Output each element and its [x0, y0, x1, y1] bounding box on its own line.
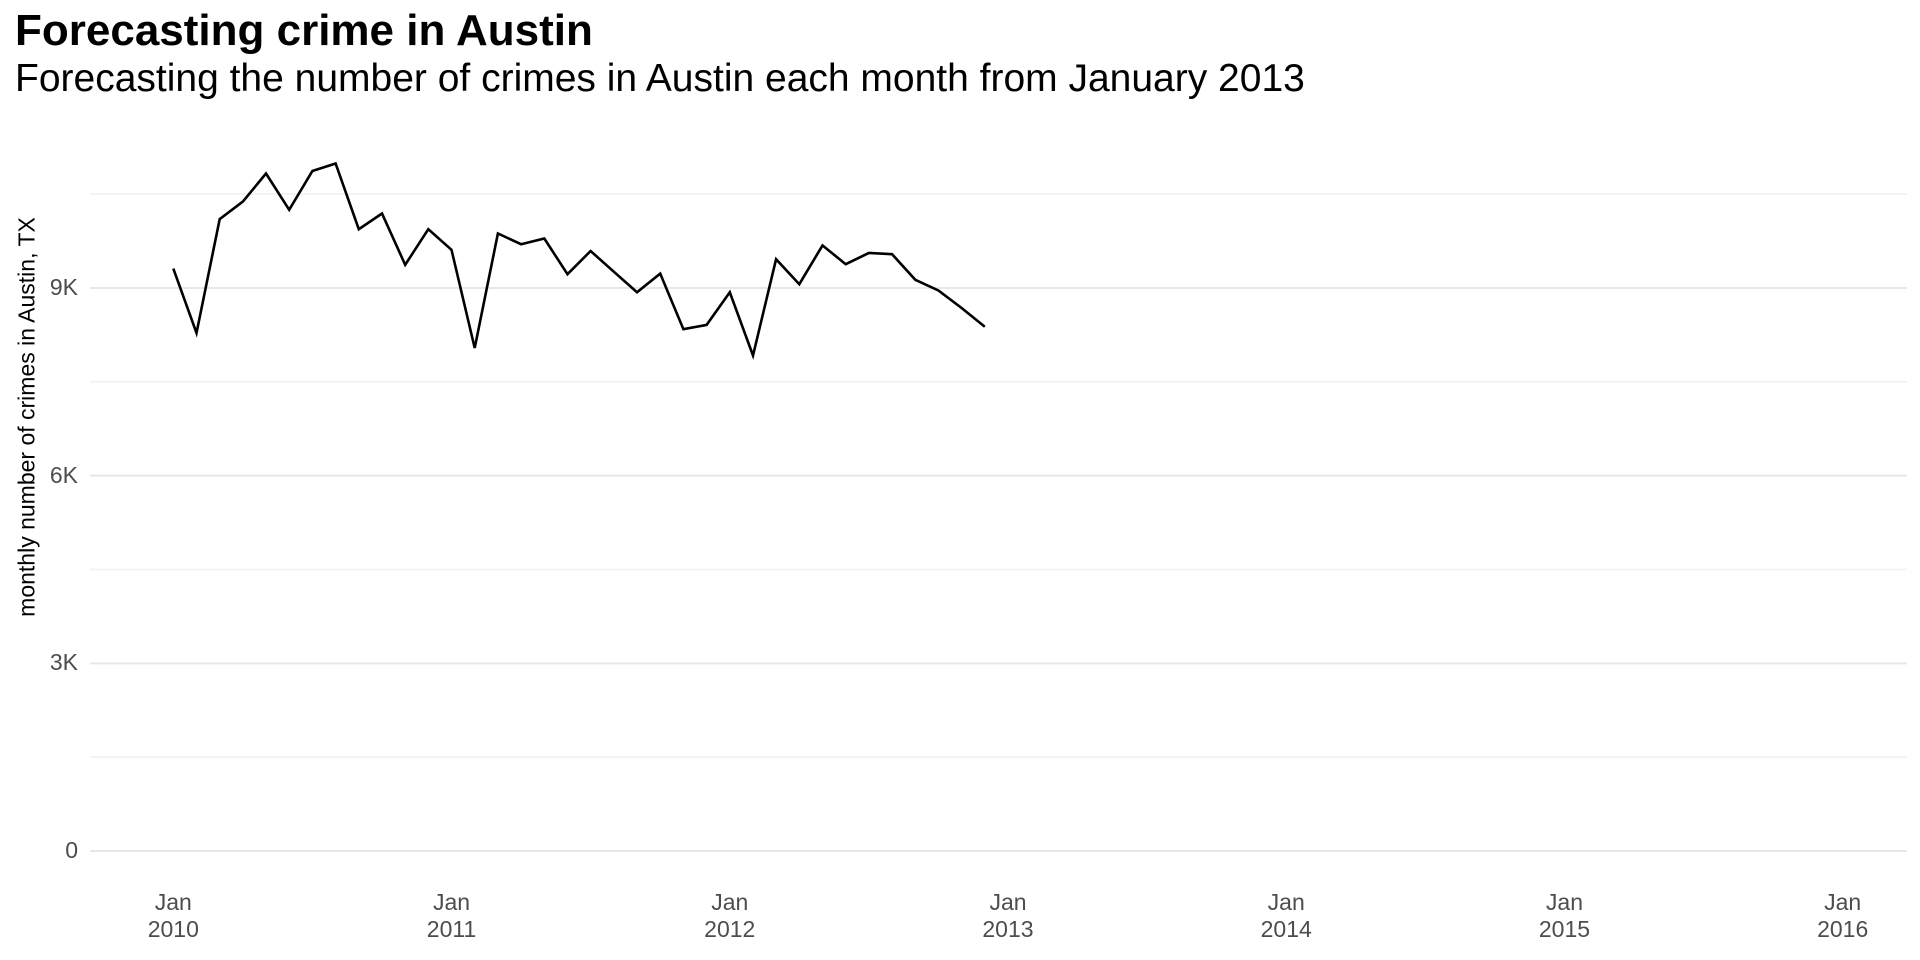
- x-tick-year: 2011: [426, 916, 477, 942]
- x-tick-month: Jan: [1267, 889, 1305, 915]
- x-tick-label: Jan 2014: [1226, 889, 1346, 943]
- chart-title: Forecasting crime in Austin: [15, 6, 593, 55]
- x-tick-year: 2016: [1817, 916, 1869, 942]
- x-tick-label: Jan 2013: [948, 889, 1068, 943]
- x-tick-month: Jan: [1824, 889, 1862, 915]
- y-tick-label: 6K: [49, 461, 78, 488]
- x-tick-label: Jan 2010: [113, 889, 233, 943]
- x-tick-label: Jan 2012: [670, 889, 790, 943]
- crime-series-line: [172, 161, 986, 360]
- x-tick-year: 2013: [982, 916, 1034, 942]
- x-tick-year: 2014: [1260, 916, 1312, 942]
- x-tick-year: 2012: [704, 916, 756, 942]
- chart-subtitle: Forecasting the number of crimes in Aust…: [15, 57, 1305, 100]
- x-tick-label: Jan 2015: [1504, 889, 1624, 943]
- x-tick-year: 2010: [147, 916, 199, 942]
- x-tick-month: Jan: [711, 889, 749, 915]
- x-tick-month: Jan: [154, 889, 192, 915]
- x-tick-year: 2015: [1538, 916, 1591, 942]
- x-tick-month: Jan: [432, 889, 471, 915]
- y-tick-label: 0: [65, 837, 78, 863]
- y-tick-label: 9K: [49, 273, 78, 300]
- x-tick-label: Jan 2011: [392, 889, 512, 943]
- x-tick-month: Jan: [989, 889, 1027, 915]
- x-tick-month: Jan: [1545, 889, 1583, 915]
- y-tick-label: 3K: [49, 649, 78, 676]
- x-tick-label: Jan 2016: [1783, 889, 1903, 943]
